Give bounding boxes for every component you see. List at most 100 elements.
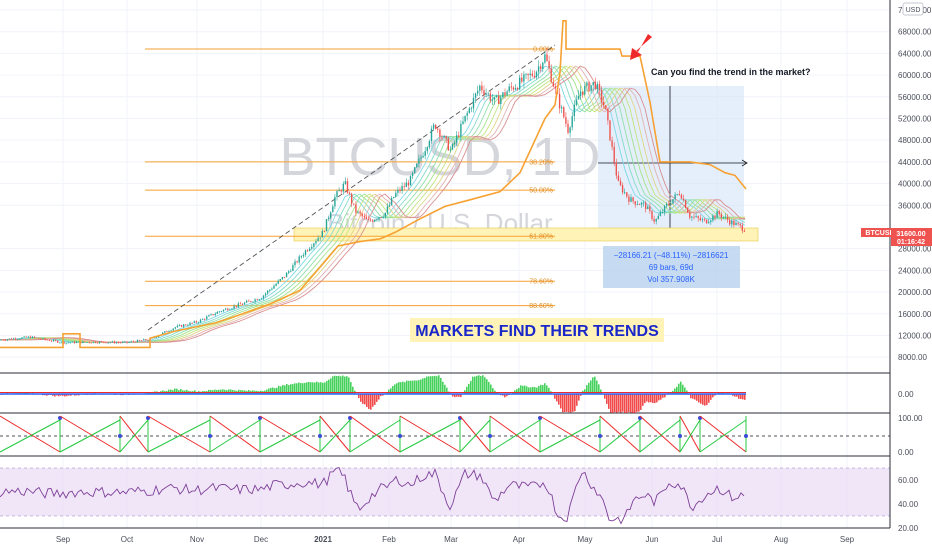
- candle-body: [321, 230, 323, 238]
- candle-body: [432, 124, 435, 129]
- macd-bar: [422, 378, 424, 395]
- macd-bar: [420, 379, 422, 395]
- candle-body: [693, 216, 695, 218]
- macd-bar: [506, 394, 508, 397]
- stoch-axis-label-0: 0.00: [898, 448, 914, 457]
- macd-bar: [54, 394, 56, 397]
- candle-body: [46, 339, 48, 341]
- candle-body: [462, 121, 464, 124]
- candle-body: [655, 219, 657, 222]
- macd-bar: [518, 387, 520, 395]
- candle-body: [701, 219, 704, 221]
- candle-body: [136, 339, 139, 343]
- candle-body: [741, 225, 743, 231]
- macd-bar: [504, 394, 506, 398]
- candle-body: [271, 288, 273, 290]
- candle-body: [510, 86, 512, 88]
- candle-body: [273, 285, 275, 289]
- macd-bar: [600, 389, 602, 395]
- candle-body: [204, 318, 206, 320]
- macd-bar: [568, 394, 570, 413]
- candle-body: [737, 222, 739, 224]
- candle-body: [15, 338, 17, 340]
- macd-bar: [658, 394, 660, 401]
- candle-body: [411, 172, 414, 177]
- candle-body: [319, 237, 321, 239]
- macd-bar: [424, 378, 426, 395]
- macd-bar: [336, 375, 338, 395]
- stoch-dot: [488, 434, 492, 438]
- candle-body: [241, 304, 244, 305]
- candle-body: [699, 218, 701, 221]
- time-axis-label: Dec: [254, 535, 268, 544]
- macd-bar: [594, 376, 596, 395]
- macd-bar: [468, 383, 470, 395]
- stoch-dot: [598, 434, 602, 438]
- stoch-line-down: [349, 415, 401, 453]
- candle-body: [298, 256, 300, 263]
- macd-bar: [538, 386, 540, 395]
- candle-body: [645, 202, 647, 210]
- candle-body: [609, 120, 611, 141]
- price-axis-label: 48000.00: [898, 136, 932, 145]
- candle-body: [498, 95, 500, 104]
- candle-body: [348, 192, 351, 194]
- candle-body: [584, 85, 586, 95]
- macd-bar: [376, 394, 378, 402]
- macd-bar: [196, 391, 198, 395]
- price-candles: [0, 47, 746, 345]
- candle-body: [372, 220, 374, 222]
- time-axis[interactable]: Sep Oct Nov Dec 2021 Feb Mar Apr May Jun Jul Aug Sep: [56, 535, 855, 544]
- candle-body: [729, 220, 731, 225]
- macd-bar: [342, 375, 344, 395]
- macd-bar: [276, 387, 278, 395]
- ma-ribbon-line: [0, 65, 746, 343]
- macd-bar: [486, 379, 488, 395]
- macd-bar: [558, 394, 560, 405]
- annotation-question: Can you find the trend in the market?: [651, 67, 811, 77]
- macd-bar: [348, 377, 350, 395]
- macd-bar: [484, 377, 486, 395]
- price-axis-label: 44000.00: [898, 158, 932, 167]
- macd-bar: [700, 394, 702, 404]
- macd-bar: [694, 394, 696, 400]
- macd-bar: [308, 381, 310, 395]
- candle-body: [558, 93, 561, 109]
- macd-bar: [332, 376, 334, 395]
- stoch-line-up: [459, 419, 491, 453]
- macd-bar: [482, 375, 484, 395]
- candle-body: [607, 108, 609, 121]
- macd-bar: [622, 394, 624, 412]
- stoch-line-up: [699, 419, 747, 453]
- candle-body: [235, 305, 237, 307]
- macd-bar: [564, 394, 566, 413]
- macd-bar: [542, 385, 544, 395]
- candle-body: [546, 54, 548, 62]
- stoch-line-up: [59, 419, 121, 453]
- candle-body: [27, 336, 29, 338]
- candle-body: [338, 190, 340, 192]
- candle-body: [649, 206, 651, 211]
- candle-body: [120, 342, 122, 344]
- macd-bar: [282, 385, 284, 395]
- measure-line-2: 69 bars, 69d: [649, 263, 693, 272]
- macd-bar: [610, 394, 612, 413]
- macd-bar: [572, 394, 574, 412]
- candle-body: [651, 210, 653, 219]
- candle-body: [6, 339, 8, 341]
- candle-body: [111, 341, 113, 343]
- candle-body: [29, 336, 32, 339]
- rsi-axis-label-40: 40.00: [898, 500, 919, 509]
- stoch-line-up: [0, 419, 61, 453]
- macd-bar: [534, 387, 536, 395]
- macd-bar: [408, 380, 410, 395]
- macd-bar: [460, 394, 462, 398]
- macd-bar: [324, 382, 326, 395]
- price-axis[interactable]: 72000.0068000.0064000.0060000.0056000.00…: [898, 6, 932, 362]
- currency-badge[interactable]: [902, 2, 924, 16]
- candle-body: [340, 190, 342, 192]
- symbol-tag-text: BTCUSD: [865, 230, 894, 237]
- candle-body: [122, 341, 124, 343]
- candle-body: [69, 342, 71, 344]
